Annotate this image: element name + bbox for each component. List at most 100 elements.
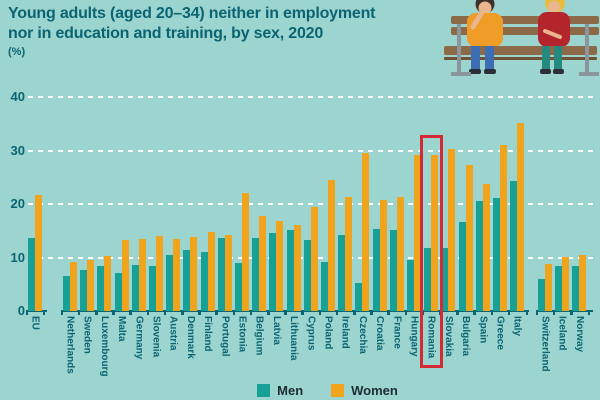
axis-tick bbox=[490, 311, 493, 315]
y-axis-label-10: 10 bbox=[10, 249, 25, 265]
highlight-box-Romania bbox=[419, 135, 444, 368]
bar-men-Estonia bbox=[235, 262, 242, 311]
x-label-Estonia: Estonia bbox=[236, 316, 248, 353]
bar-women-Italy bbox=[517, 122, 525, 311]
woman-shoe bbox=[553, 69, 564, 74]
x-label-Hungary: Hungary bbox=[408, 316, 420, 357]
x-label-Ireland: Ireland bbox=[339, 316, 351, 349]
x-label-EU: EU bbox=[29, 316, 41, 330]
axis-tick bbox=[215, 311, 218, 315]
bar-men-Finland bbox=[200, 252, 208, 311]
bar-women-Estonia bbox=[242, 193, 249, 311]
bar-men-Slovakia bbox=[441, 248, 449, 311]
bar-men-Ireland bbox=[338, 235, 346, 311]
x-label-Austria: Austria bbox=[167, 316, 179, 351]
axis-tick bbox=[232, 311, 235, 315]
bar-women-Denmark bbox=[190, 237, 198, 311]
x-label-Cyprus: Cyprus bbox=[305, 316, 317, 351]
x-label-Croatia: Croatia bbox=[374, 316, 386, 351]
chart-title-line2: nor in education and training, by sex, 2… bbox=[8, 24, 324, 42]
x-label-Finland: Finland bbox=[202, 316, 214, 352]
bar-women-Netherlands bbox=[70, 262, 77, 311]
bar-women-Iceland bbox=[562, 256, 570, 311]
axis-tick bbox=[60, 311, 63, 315]
bar-men-Switzerland bbox=[538, 278, 545, 311]
x-axis-line-1 bbox=[61, 310, 529, 312]
axis-tick bbox=[129, 311, 132, 315]
x-label-Switzerland: Switzerland bbox=[539, 316, 551, 372]
bar-men-Slovenia bbox=[149, 266, 156, 311]
woman-face bbox=[548, 1, 560, 13]
bar-men-Portugal bbox=[217, 238, 225, 311]
bar-women-Luxembourg bbox=[104, 256, 112, 311]
bar-men-Malta bbox=[114, 273, 122, 311]
bar-men-France bbox=[389, 229, 397, 311]
x-label-Czechia: Czechia bbox=[356, 316, 368, 354]
axis-tick bbox=[570, 311, 572, 315]
axis-tick bbox=[421, 311, 424, 315]
x-label-Bulgaria: Bulgaria bbox=[460, 316, 472, 357]
gridline-30 bbox=[28, 149, 597, 152]
axis-tick bbox=[284, 311, 287, 315]
legend-women-label: Women bbox=[351, 383, 398, 398]
axis-tick bbox=[552, 311, 555, 315]
x-axis-line-0 bbox=[26, 310, 47, 312]
gridline-20 bbox=[28, 203, 597, 205]
axis-tick bbox=[25, 311, 28, 315]
bar-men-Hungary bbox=[407, 259, 414, 311]
bar-women-Switzerland bbox=[545, 264, 552, 311]
x-label-Slovakia: Slovakia bbox=[442, 316, 454, 357]
x-label-Lithuania: Lithuania bbox=[288, 316, 300, 361]
bar-women-Slovakia bbox=[448, 149, 456, 311]
bench-seat-slat bbox=[444, 46, 597, 55]
man-leg bbox=[471, 46, 480, 71]
axis-tick bbox=[404, 311, 407, 315]
woman-shoe bbox=[540, 69, 551, 74]
axis-tick bbox=[249, 311, 252, 315]
legend-item-men: Men bbox=[257, 383, 303, 398]
bar-women-Slovenia bbox=[156, 236, 163, 311]
woman-arm bbox=[543, 29, 562, 39]
bar-men-Belgium bbox=[252, 238, 260, 311]
man-shoe bbox=[484, 69, 496, 74]
axis-tick bbox=[146, 311, 149, 315]
axis-tick bbox=[301, 311, 304, 315]
axis-tick bbox=[112, 311, 115, 315]
x-label-Romania: Romania bbox=[425, 316, 437, 359]
bar-men-Norway bbox=[572, 266, 580, 311]
x-label-Belgium: Belgium bbox=[253, 316, 265, 356]
woman-leg bbox=[554, 46, 562, 71]
man-leg bbox=[485, 46, 494, 71]
x-label-Denmark: Denmark bbox=[184, 316, 196, 359]
axis-tick bbox=[473, 311, 476, 315]
axis-tick bbox=[77, 311, 80, 315]
x-label-Italy: Italy bbox=[511, 316, 523, 337]
axis-tick bbox=[370, 311, 373, 315]
bar-men-Denmark bbox=[183, 250, 191, 311]
bar-men-Cyprus bbox=[303, 239, 311, 311]
bar-men-Latvia bbox=[269, 232, 277, 311]
x-label-Iceland: Iceland bbox=[556, 316, 568, 351]
axis-tick bbox=[181, 311, 183, 315]
man-shoe bbox=[469, 69, 481, 74]
axis-tick bbox=[439, 311, 441, 315]
axis-tick bbox=[267, 311, 269, 315]
bar-men-Romania bbox=[424, 248, 432, 311]
bar-men-Croatia bbox=[372, 229, 380, 311]
title-block: Young adults (aged 20–34) neither in emp… bbox=[8, 4, 375, 58]
bar-women-Lithuania bbox=[293, 224, 301, 311]
bar-women-Portugal bbox=[224, 235, 232, 311]
axis-tick bbox=[318, 311, 321, 315]
y-axis-label-40: 40 bbox=[10, 89, 25, 104]
axis-tick bbox=[353, 311, 355, 315]
x-label-Poland: Poland bbox=[322, 316, 334, 350]
axis-tick bbox=[335, 311, 338, 315]
bar-women-Czechia bbox=[362, 153, 370, 311]
x-label-Sweden: Sweden bbox=[81, 316, 93, 354]
gridline-40 bbox=[28, 96, 597, 98]
x-label-Malta: Malta bbox=[116, 316, 128, 342]
bar-women-Malta bbox=[121, 239, 129, 311]
bar-men-Greece bbox=[493, 197, 500, 311]
